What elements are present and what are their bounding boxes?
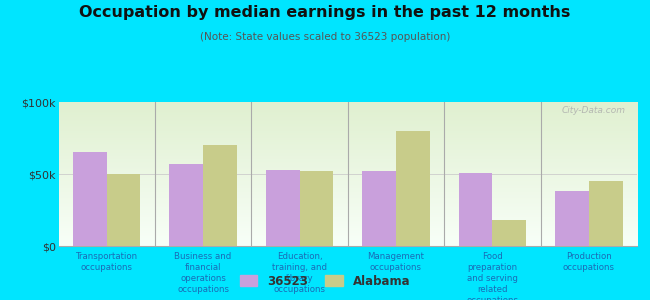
- Bar: [300, 171, 333, 246]
- Bar: [73, 152, 107, 246]
- Bar: [266, 170, 300, 246]
- Text: Occupation by median earnings in the past 12 months: Occupation by median earnings in the pas…: [79, 4, 571, 20]
- Bar: [459, 172, 493, 246]
- Bar: [107, 174, 140, 246]
- Bar: [362, 171, 396, 246]
- Text: (Note: State values scaled to 36523 population): (Note: State values scaled to 36523 popu…: [200, 32, 450, 41]
- Bar: [493, 220, 526, 246]
- Bar: [170, 164, 203, 246]
- Bar: [555, 191, 589, 246]
- Bar: [203, 145, 237, 246]
- Legend: 36523, Alabama: 36523, Alabama: [236, 271, 414, 291]
- Bar: [396, 131, 430, 246]
- Text: City-Data.com: City-Data.com: [562, 106, 625, 115]
- Bar: [589, 181, 623, 246]
